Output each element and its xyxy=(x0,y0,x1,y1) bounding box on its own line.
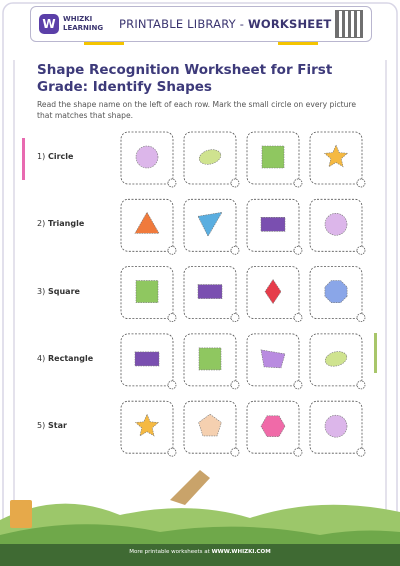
row-label: Circle xyxy=(48,152,74,161)
header-title-prefix: PRINTABLE LIBRARY - xyxy=(119,17,248,31)
triangle-shape xyxy=(134,211,160,234)
circle-shape xyxy=(324,414,348,438)
row-number: 4) xyxy=(37,353,46,363)
answer-circle xyxy=(356,447,366,457)
rectangle-shape xyxy=(260,217,286,232)
square-shape xyxy=(135,280,159,303)
instructions: Read the shape name on the left of each … xyxy=(37,100,357,120)
answer-circle xyxy=(230,178,240,188)
footer-url: WWW.WHIZKI.COM xyxy=(211,549,271,555)
answer-circle xyxy=(293,178,303,188)
side-stripes xyxy=(22,138,25,180)
answer-circle xyxy=(230,447,240,457)
answer-circle xyxy=(356,313,366,323)
footer: More printable worksheets at WWW.WHIZKI.… xyxy=(0,549,400,555)
quadrilateral-shape xyxy=(260,349,286,369)
answer-circle xyxy=(356,178,366,188)
octagon-shape xyxy=(324,280,348,304)
rectangle-shape xyxy=(197,284,223,299)
answer-circle xyxy=(293,380,303,390)
logo: W xyxy=(39,14,59,34)
side-stripes xyxy=(374,333,377,373)
worksheet-title: Shape Recognition Worksheet for First Gr… xyxy=(37,62,333,95)
row-label: Star xyxy=(48,421,67,431)
answer-circle xyxy=(230,380,240,390)
ellipse-shape xyxy=(324,351,348,367)
row-number: 5) xyxy=(37,421,46,431)
star-shape xyxy=(323,144,349,168)
header: W WHIZKI LEARNING PRINTABLE LIBRARY - WOR… xyxy=(30,6,372,42)
answer-circle xyxy=(293,313,303,323)
row-label: Square xyxy=(48,286,80,296)
ellipse-shape xyxy=(198,149,222,165)
footer-prefix: More printable worksheets at xyxy=(129,549,212,555)
answer-circle xyxy=(167,245,177,255)
star-shape xyxy=(134,413,160,437)
landscape xyxy=(0,470,400,566)
answer-circle xyxy=(167,313,177,323)
answer-circle xyxy=(230,245,240,255)
answer-circle xyxy=(167,178,177,188)
header-stripes xyxy=(84,42,318,45)
row-number: 1) xyxy=(37,152,46,161)
answer-circle xyxy=(356,245,366,255)
qr-code xyxy=(335,10,363,38)
answer-circle xyxy=(293,447,303,457)
answer-circle xyxy=(167,380,177,390)
header-title-bold: WORKSHEET xyxy=(247,17,332,31)
side-lines xyxy=(13,60,387,520)
brand: WHIZKI LEARNING xyxy=(63,15,103,33)
row-number: 2) xyxy=(37,219,46,229)
answer-circle xyxy=(293,245,303,255)
pentagon-shape xyxy=(198,413,222,437)
circle-shape xyxy=(135,145,159,169)
hexagon-shape xyxy=(260,415,286,437)
triangle-shape xyxy=(197,211,223,237)
rectangle-shape xyxy=(134,351,160,367)
header-title: PRINTABLE LIBRARY - WORKSHEET xyxy=(119,17,331,31)
answer-circle xyxy=(356,380,366,390)
row-label: Triangle xyxy=(48,219,85,229)
answer-circle xyxy=(230,313,240,323)
brand-line: WHIZKI xyxy=(63,15,93,23)
diamond-shape xyxy=(264,279,282,305)
square-shape xyxy=(198,347,222,371)
row-number: 3) xyxy=(37,286,46,296)
circle-shape xyxy=(324,213,348,236)
square-shape xyxy=(261,145,285,169)
brand-line: LEARNING xyxy=(63,24,104,32)
row-label: Rectangle xyxy=(48,353,94,363)
answer-circle xyxy=(167,447,177,457)
